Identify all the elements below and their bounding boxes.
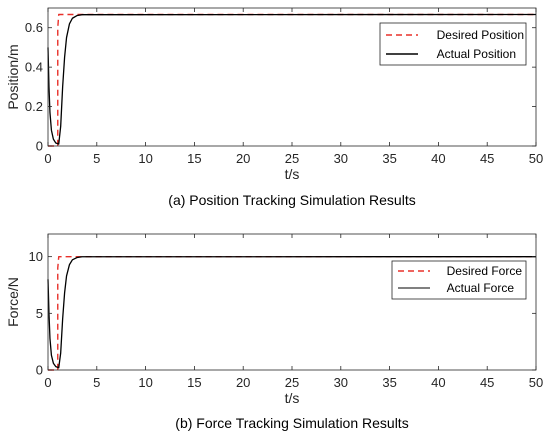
y-tick-label: 0.6 [25, 20, 43, 35]
legend-entry-desired-position: Desired Position [437, 28, 524, 42]
x-tick-label: 35 [382, 375, 396, 390]
x-tick-label: 50 [529, 151, 543, 166]
legend-entry-desired-force: Desired Force [447, 264, 523, 278]
series-line-actual-force [47, 256, 537, 369]
x-tick-label: 25 [285, 151, 299, 166]
legend: Desired Position Actual Position [379, 22, 527, 66]
x-tick-label: 0 [44, 151, 51, 166]
y-tick-label: 10 [29, 249, 43, 264]
x-tick-label: 40 [431, 151, 445, 166]
legend-entry-actual-force: Actual Force [447, 281, 515, 295]
x-tick-label: 45 [480, 375, 494, 390]
plot-area [48, 234, 536, 370]
x-tick-label: 20 [236, 375, 250, 390]
x-tick-label: 5 [93, 151, 100, 166]
y-axis-label: Position/m [5, 44, 21, 109]
series-line-actual-position [47, 13, 537, 145]
x-tick-label: 40 [431, 375, 445, 390]
x-tick-label: 45 [480, 151, 494, 166]
legend-box [379, 22, 527, 66]
x-tick-label: 30 [334, 375, 348, 390]
y-tick-label: 5 [36, 306, 43, 321]
chart-caption: (b) Force Tracking Simulation Results [175, 415, 408, 431]
y-axis-label: Force/N [5, 277, 21, 327]
x-tick-label: 10 [138, 151, 152, 166]
x-axis-label: t/s [285, 166, 300, 182]
y-tick-label: 0.4 [25, 60, 43, 75]
x-tick-label: 30 [334, 151, 348, 166]
x-tick-label: 25 [285, 375, 299, 390]
x-tick-label: 35 [382, 151, 396, 166]
x-tick-label: 15 [187, 375, 201, 390]
force-tracking-chart: 0 5 10 15 20 25 30 35 40 45 50 0 5 10 Force/N t/s (b)… [5, 233, 543, 431]
x-tick-label: 10 [138, 375, 152, 390]
x-tick-label: 15 [187, 151, 201, 166]
legend-box [391, 260, 527, 300]
y-tick-label: 0 [36, 139, 43, 154]
x-tick-label: 50 [529, 375, 543, 390]
x-tick-label: 20 [236, 151, 250, 166]
position-tracking-chart: 0 5 10 15 20 25 30 35 40 45 50 0 0.2 0.4 0.6 Position/… [5, 7, 543, 208]
chart-caption: (a) Position Tracking Simulation Results [168, 192, 415, 208]
x-tick-label: 5 [93, 375, 100, 390]
x-axis-label: t/s [285, 390, 300, 406]
y-tick-label: 0 [36, 363, 43, 378]
y-tick-label: 0.2 [25, 99, 43, 114]
legend-entry-actual-position: Actual Position [437, 47, 516, 61]
x-tick-label: 0 [44, 375, 51, 390]
legend: Desired Force Actual Force [391, 260, 527, 300]
